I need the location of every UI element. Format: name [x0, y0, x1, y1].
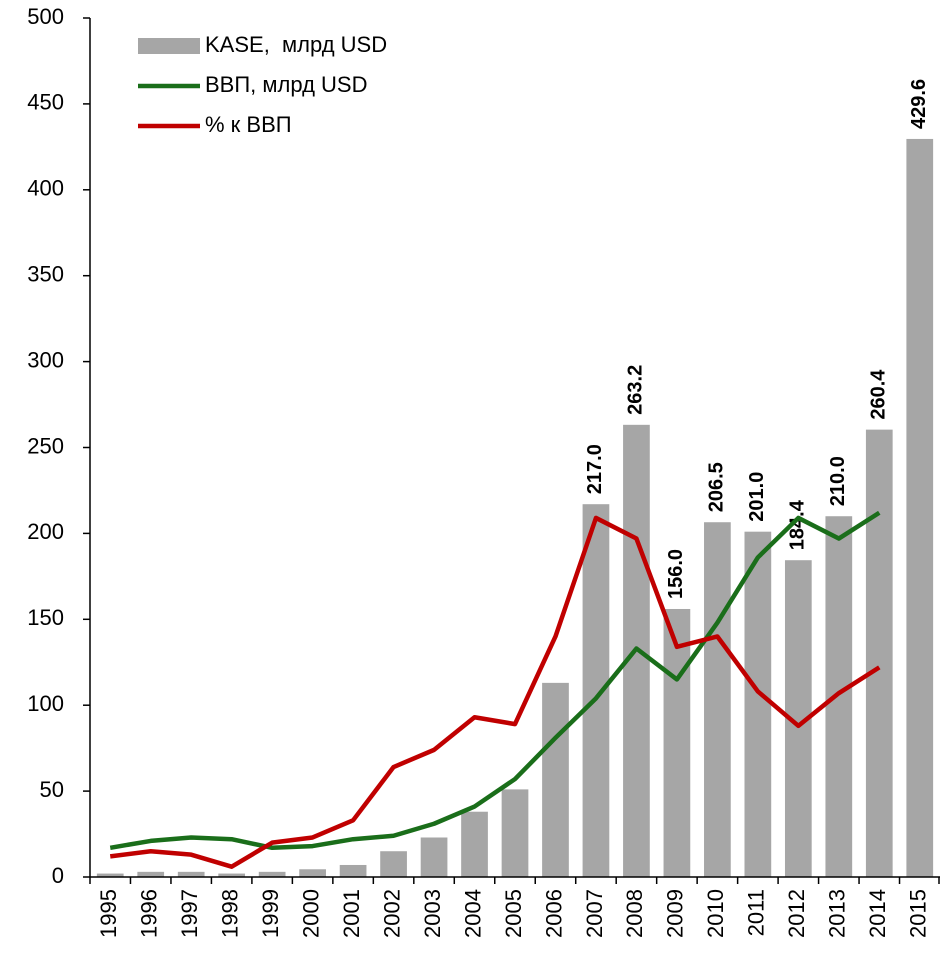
bar: [137, 871, 165, 877]
legend-label: KASE, млрд USD: [205, 32, 387, 57]
value-label: 429.6: [908, 79, 930, 129]
legend-label: % к ВВП: [205, 112, 292, 137]
y-tick-label: 400: [27, 176, 64, 201]
value-label: 263.2: [625, 365, 647, 415]
x-tick-label: 2015: [906, 889, 931, 938]
bar: [582, 504, 610, 877]
bar: [96, 873, 124, 877]
x-tick-label: 2005: [501, 889, 526, 938]
x-tick-label: 1999: [258, 889, 283, 938]
y-tick-label: 250: [27, 433, 64, 458]
bar: [663, 608, 691, 877]
bar: [542, 682, 569, 877]
x-tick-label: 1995: [96, 889, 121, 938]
bar: [177, 871, 205, 877]
x-tick-label: 2009: [663, 889, 688, 938]
bar: [704, 522, 731, 877]
value-label: 184.4: [787, 499, 809, 550]
value-label: 156.0: [665, 549, 687, 599]
value-label: 217.0: [584, 444, 606, 494]
y-tick-label: 200: [27, 519, 64, 544]
line: [109, 510, 881, 851]
y-tick-label: 500: [27, 4, 64, 29]
y-tick-label: 50: [40, 777, 64, 802]
bar: [825, 516, 853, 877]
bar: [380, 851, 407, 877]
bar: [420, 837, 448, 877]
x-tick-label: 1998: [217, 889, 242, 938]
x-tick-label: 2013: [825, 889, 850, 938]
bar: [865, 429, 893, 877]
y-tick-label: 0: [52, 863, 64, 888]
y-tick-label: 450: [27, 90, 64, 115]
value-label: 206.5: [706, 462, 728, 512]
line: [109, 515, 881, 869]
value-label: 210.0: [827, 456, 849, 506]
legend-swatch: [138, 38, 200, 54]
bar: [501, 789, 529, 877]
bar: [258, 871, 286, 877]
x-tick-label: 2003: [420, 889, 445, 938]
bar: [339, 864, 367, 877]
y-tick-label: 350: [27, 262, 64, 287]
y-tick-label: 100: [27, 691, 64, 716]
x-tick-label: 2012: [784, 889, 809, 938]
x-tick-label: 2004: [460, 889, 485, 938]
value-label: 201.0: [746, 472, 768, 522]
x-tick-label: 1996: [137, 889, 162, 938]
x-tick-label: 1997: [177, 889, 202, 938]
x-tick-label: 2010: [703, 889, 728, 938]
x-tick-label: 2002: [379, 889, 404, 938]
bar: [906, 138, 934, 877]
bar: [461, 811, 488, 877]
x-tick-label: 2007: [582, 889, 607, 938]
legend-label: ВВП, млрд USD: [205, 72, 367, 97]
bar: [218, 873, 246, 877]
x-tick-label: 2001: [339, 889, 364, 938]
x-tick-label: 2006: [541, 889, 566, 938]
y-tick-label: 300: [27, 347, 64, 372]
x-tick-label: 2000: [298, 889, 323, 938]
x-tick-label: 2011: [744, 889, 769, 936]
value-label: 260.4: [868, 369, 890, 420]
x-tick-label: 2008: [622, 889, 647, 938]
bar: [744, 531, 772, 877]
y-tick-label: 150: [27, 605, 64, 630]
x-tick-label: 2014: [865, 889, 890, 938]
bar: [299, 869, 326, 877]
